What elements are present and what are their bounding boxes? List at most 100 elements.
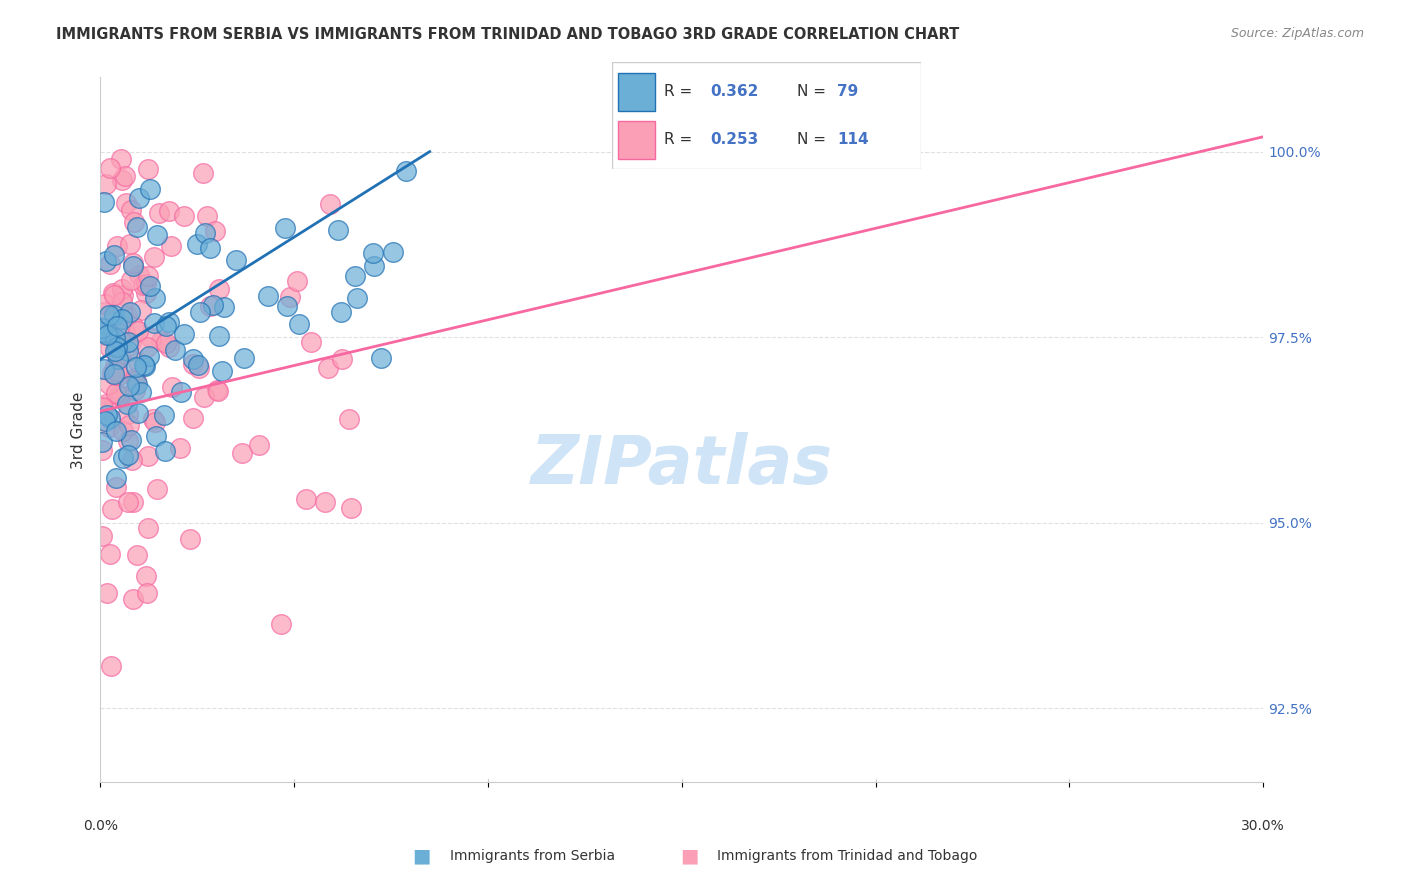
Point: [340, 501, 363, 516]
Point: [96, 409, 118, 423]
Point: [103, 368, 125, 382]
Point: [295, 492, 318, 507]
Point: [96, 327, 118, 342]
Point: [276, 299, 298, 313]
Text: IMMIGRANTS FROM SERBIA VS IMMIGRANTS FROM TRINIDAD AND TOBAGO 3RD GRADE CORRELAT: IMMIGRANTS FROM SERBIA VS IMMIGRANTS FRO…: [56, 27, 959, 42]
Point: [170, 384, 193, 399]
Text: 0.0%: 0.0%: [83, 820, 118, 833]
Point: [120, 305, 142, 319]
Text: ■: ■: [679, 847, 699, 866]
Point: [153, 444, 176, 458]
Point: [127, 324, 149, 338]
Point: [173, 327, 195, 342]
Point: [173, 209, 195, 223]
Point: [120, 334, 142, 349]
Point: [195, 210, 218, 224]
Point: [256, 288, 278, 302]
Text: 0.362: 0.362: [710, 84, 759, 99]
Text: Source: ZipAtlas.com: Source: ZipAtlas.com: [1230, 27, 1364, 40]
Point: [124, 371, 146, 385]
FancyBboxPatch shape: [612, 62, 921, 169]
Point: [346, 291, 368, 305]
Point: [103, 308, 125, 322]
Point: [115, 397, 138, 411]
Text: N =: N =: [797, 132, 831, 147]
Point: [270, 617, 292, 632]
Point: [139, 331, 162, 345]
Point: [104, 480, 127, 494]
Point: [314, 495, 336, 509]
Point: [111, 295, 134, 310]
Point: [91, 401, 114, 415]
Point: [105, 425, 128, 439]
Point: [105, 471, 128, 485]
Point: [104, 368, 127, 382]
Text: R =: R =: [664, 132, 697, 147]
Point: [98, 257, 121, 271]
Point: [135, 569, 157, 583]
Point: [110, 153, 132, 167]
Point: [105, 239, 128, 253]
Point: [100, 658, 122, 673]
Point: [125, 548, 148, 562]
Point: [160, 380, 183, 394]
Point: [207, 282, 229, 296]
Text: Immigrants from Trinidad and Tobago: Immigrants from Trinidad and Tobago: [717, 849, 977, 863]
Point: [98, 161, 121, 176]
Point: [108, 388, 131, 402]
Point: [112, 425, 135, 439]
Point: [278, 290, 301, 304]
Text: ■: ■: [412, 847, 432, 866]
Point: [94, 253, 117, 268]
Point: [142, 412, 165, 426]
Point: [181, 411, 204, 425]
Point: [91, 434, 114, 449]
Point: [108, 368, 131, 383]
Point: [157, 340, 180, 354]
Point: [232, 351, 254, 366]
Point: [143, 251, 166, 265]
Point: [121, 259, 143, 273]
Point: [249, 438, 271, 452]
Point: [103, 288, 125, 302]
Point: [143, 291, 166, 305]
Text: 114: 114: [838, 132, 869, 147]
Point: [98, 341, 121, 355]
Point: [190, 304, 212, 318]
Point: [205, 384, 228, 398]
Point: [101, 286, 124, 301]
Point: [110, 348, 132, 362]
Point: [143, 415, 166, 429]
Point: [318, 361, 340, 376]
Point: [105, 385, 128, 400]
Point: [157, 315, 180, 329]
Point: [128, 191, 150, 205]
Point: [100, 366, 122, 380]
Point: [91, 406, 114, 420]
Point: [212, 300, 235, 314]
Point: [91, 325, 114, 339]
Point: [98, 376, 121, 391]
Point: [136, 521, 159, 535]
Point: [117, 448, 139, 462]
Point: [187, 360, 209, 375]
Point: [129, 303, 152, 318]
Point: [204, 223, 226, 237]
Point: [132, 359, 155, 373]
Point: [111, 450, 134, 465]
Point: [98, 411, 121, 425]
Point: [120, 434, 142, 448]
Point: [363, 259, 385, 273]
Point: [127, 219, 149, 234]
Point: [93, 194, 115, 209]
Point: [135, 277, 157, 291]
Point: [107, 352, 129, 367]
Text: 0.253: 0.253: [710, 132, 759, 147]
Point: [285, 274, 308, 288]
Point: [117, 408, 139, 422]
Point: [111, 282, 134, 296]
Point: [105, 340, 128, 354]
Point: [136, 162, 159, 177]
Point: [121, 453, 143, 467]
Point: [337, 411, 360, 425]
